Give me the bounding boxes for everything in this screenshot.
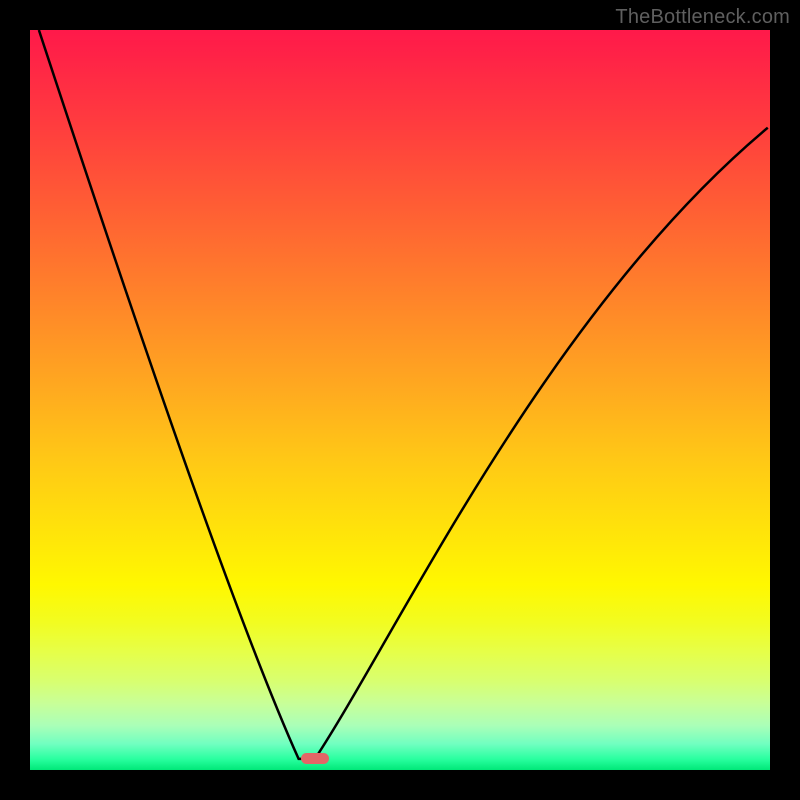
gradient-background xyxy=(30,30,770,770)
watermark: TheBottleneck.com xyxy=(615,6,790,29)
optimal-marker xyxy=(301,753,329,764)
chart-svg xyxy=(30,30,770,770)
plot-area xyxy=(30,30,770,770)
